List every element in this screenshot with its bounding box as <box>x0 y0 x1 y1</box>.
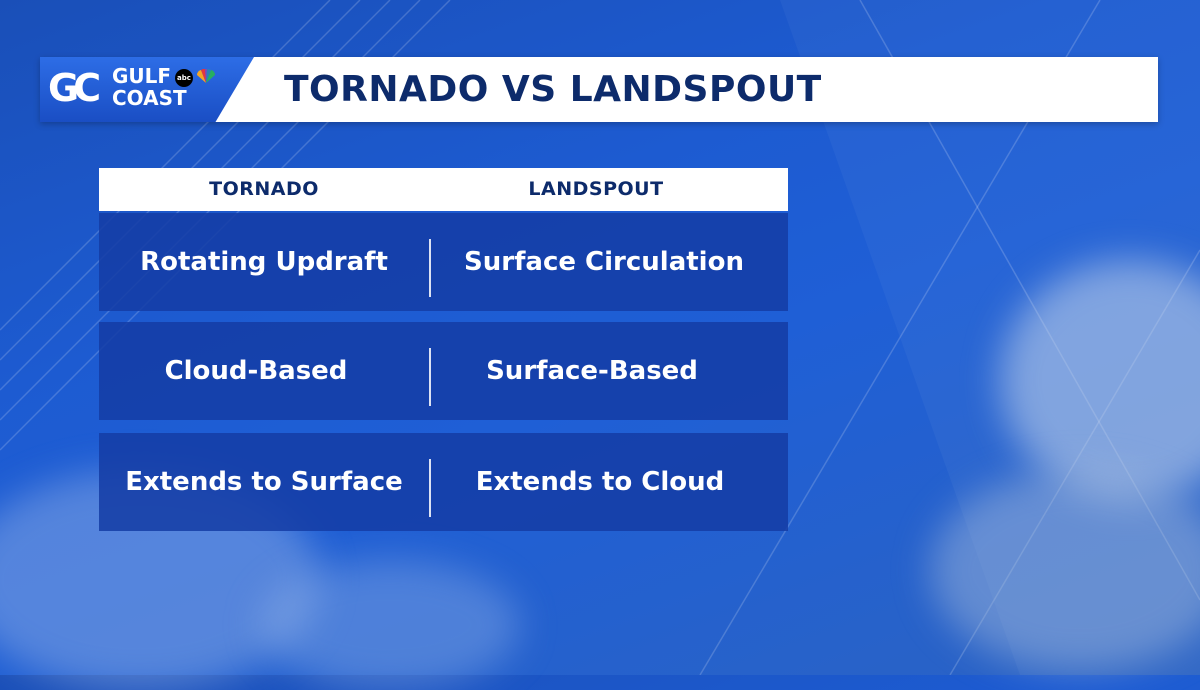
landspout-cell: Surface-Based <box>486 356 698 386</box>
cloud-center <box>260 560 520 690</box>
cloud-right <box>1000 260 1200 500</box>
cloud-right-low <box>930 470 1200 670</box>
column-divider <box>429 348 431 406</box>
tornado-cell: Extends to Surface <box>125 467 403 497</box>
table-row: Rotating Updraft Surface Circulation <box>99 213 788 311</box>
landspout-cell: Surface Circulation <box>464 247 744 277</box>
logo-coast-text: COAST <box>112 86 187 110</box>
column-header-tornado: TORNADO <box>209 178 319 200</box>
tornado-cell: Rotating Updraft <box>140 247 388 277</box>
peacock-icon <box>196 69 216 83</box>
logo-monogram: GC <box>48 66 101 110</box>
abc-icon: abc <box>175 69 193 87</box>
comparison-table-header: TORNADO LANDSPOUT <box>99 168 788 211</box>
station-logo: GC GULF COAST abc <box>40 57 254 122</box>
column-divider <box>429 459 431 517</box>
page-title: TORNADO VS LANDSPOUT <box>284 69 822 110</box>
table-row: Extends to Surface Extends to Cloud <box>99 433 788 531</box>
header-bar: GC GULF COAST abc TORNADO VS LANDSPOUT <box>40 57 1158 122</box>
landspout-cell: Extends to Cloud <box>475 467 725 497</box>
column-divider <box>429 239 431 297</box>
table-row: Cloud-Based Surface-Based <box>99 322 788 420</box>
logo-gulf-text: GULF <box>112 64 172 88</box>
column-header-landspout: LANDSPOUT <box>528 178 664 200</box>
tornado-cell: Cloud-Based <box>164 356 348 386</box>
